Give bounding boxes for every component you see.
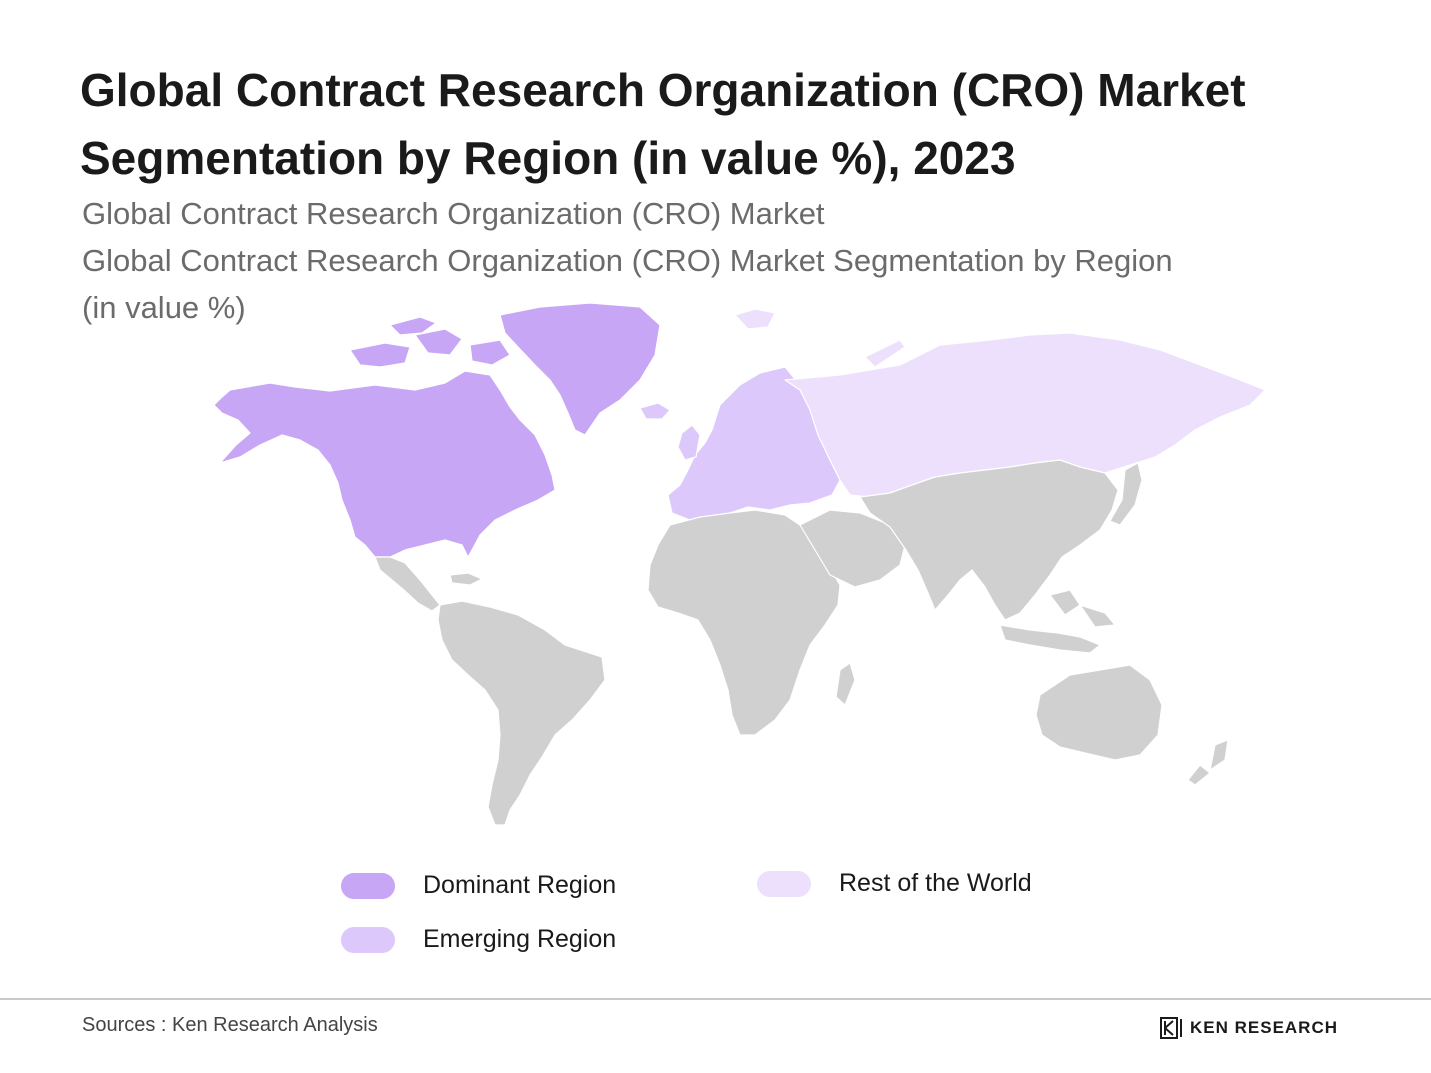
subtitle-line-1: Global Contract Research Organization (C… xyxy=(82,196,825,231)
legend-label-emerging: Emerging Region xyxy=(423,925,617,953)
world-map xyxy=(213,302,1266,826)
legend-item-rest: Rest of the World xyxy=(757,869,1032,898)
region-novaya-zemlya xyxy=(864,339,906,368)
subtitle: Global Contract Research Organization (C… xyxy=(82,190,1342,331)
region-southeast-asia-islands xyxy=(999,589,1116,654)
region-central-america xyxy=(374,556,483,612)
region-japan xyxy=(1109,462,1143,526)
legend-item-emerging: Emerging Region xyxy=(341,925,616,954)
ken-logo-icon xyxy=(1160,1017,1182,1039)
subtitle-line-3: (in value %) xyxy=(82,290,246,325)
legend-swatch-rest xyxy=(757,870,811,897)
region-asia xyxy=(859,459,1119,621)
page-title: Global Contract Research Organization (C… xyxy=(80,56,1380,192)
legend-swatch-emerging xyxy=(341,926,395,953)
region-middle-east xyxy=(799,509,906,588)
title-line-1: Global Contract Research Organization (C… xyxy=(80,64,1246,116)
legend-item-dominant: Dominant Region xyxy=(341,871,616,900)
source-note: Sources : Ken Research Analysis xyxy=(82,1014,378,1036)
region-south-america xyxy=(437,600,606,826)
region-svalbard xyxy=(734,308,776,330)
brand-name: KEN RESEARCH xyxy=(1190,1018,1339,1037)
region-arctic-islands xyxy=(349,316,511,368)
brand: KEN RESEARCH xyxy=(1160,1017,1338,1039)
footer-divider xyxy=(0,998,1431,1000)
region-australia xyxy=(1035,664,1163,761)
region-russia xyxy=(784,332,1266,498)
region-madagascar xyxy=(835,662,856,706)
legend-label-dominant: Dominant Region xyxy=(423,871,617,899)
region-new-zealand xyxy=(1187,739,1229,786)
title-line-2: Segmentation by Region (in value %), 202… xyxy=(80,132,1016,184)
region-north-america xyxy=(213,370,556,558)
region-greenland xyxy=(499,302,661,436)
region-uk xyxy=(677,424,701,461)
region-iceland xyxy=(639,402,671,420)
subtitle-line-2: Global Contract Research Organization (C… xyxy=(82,243,1173,278)
legend-label-rest: Rest of the World xyxy=(839,869,1032,897)
legend-swatch-dominant xyxy=(341,872,395,899)
region-africa xyxy=(647,509,841,736)
